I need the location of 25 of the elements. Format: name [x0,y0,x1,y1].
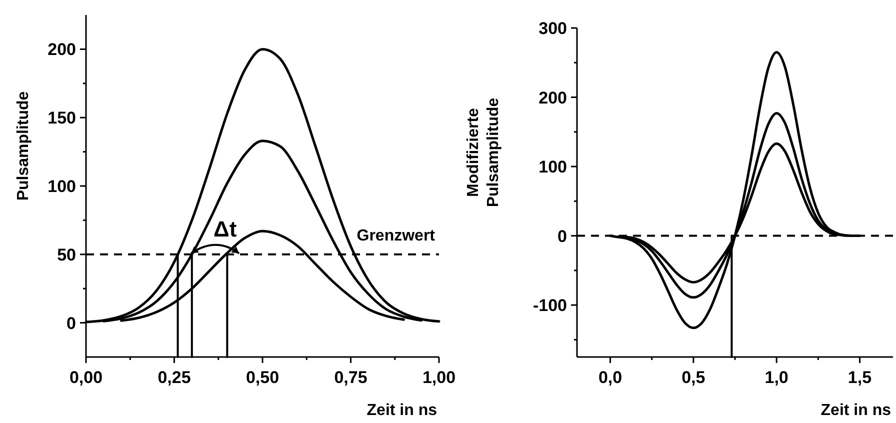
y-tick-label: 150 [48,108,76,128]
y-tick-label: 0 [66,314,76,333]
x-axis-title: Zeit in ns [820,402,892,419]
x-tick-label: 1,0 [764,368,788,387]
y-tick-label: 100 [48,177,76,196]
y-tick-label: 200 [48,40,76,60]
y-tick-label: 0 [558,226,567,246]
annotation: Δt [214,216,238,242]
y-axis-title: Pulsamplitude [15,91,32,201]
y-tick-label: 300 [538,19,567,38]
y-tick-label: 100 [538,158,567,177]
y-axis-title: Modifizierte Pulsamplitude [465,98,502,208]
x-tick-label: 0,50 [246,368,280,387]
x-axis-title: Zeit in ns [366,402,438,419]
y-tick-label: 50 [57,245,76,264]
ref-line-label: Grenzwert [356,227,436,244]
x-tick-label: 0,5 [682,368,706,387]
x-tick-label: 1,5 [848,368,872,387]
y-tick-label: -100 [532,296,567,316]
x-tick-label: 1,00 [422,368,456,387]
x-tick-label: 0,25 [158,368,191,387]
x-tick-label: 0,00 [69,368,103,387]
x-tick-label: 0,75 [334,368,368,387]
x-tick-label: 0,0 [598,368,622,387]
y-tick-label: 200 [538,88,567,108]
